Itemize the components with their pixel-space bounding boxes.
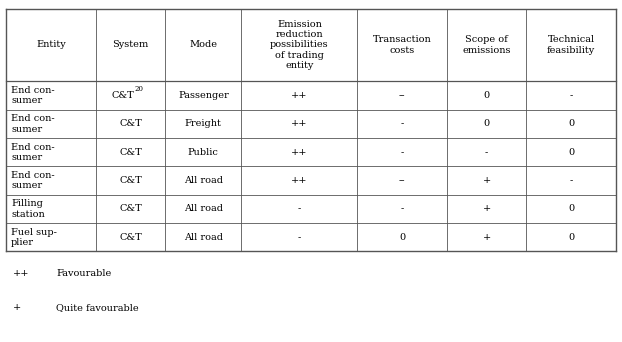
Text: +: + — [483, 176, 491, 185]
Text: 0: 0 — [483, 91, 490, 100]
Text: 0: 0 — [568, 205, 574, 213]
Text: Technical
feasibility: Technical feasibility — [547, 35, 595, 55]
Text: Public: Public — [188, 148, 219, 157]
Text: -: - — [485, 148, 488, 157]
Text: +: + — [483, 233, 491, 242]
Text: Scope of
emissions: Scope of emissions — [462, 35, 511, 55]
Text: +: + — [483, 205, 491, 213]
Text: ++: ++ — [291, 176, 308, 185]
Text: C&T: C&T — [119, 176, 142, 185]
Text: C&T: C&T — [119, 148, 142, 157]
Text: 20: 20 — [134, 85, 144, 93]
Text: C&T: C&T — [119, 119, 142, 128]
Text: Passenger: Passenger — [178, 91, 229, 100]
Text: --: -- — [399, 176, 406, 185]
Text: 0: 0 — [399, 233, 405, 242]
Text: ++: ++ — [291, 119, 308, 128]
Text: 0: 0 — [568, 119, 574, 128]
Text: Fuel sup-
plier: Fuel sup- plier — [11, 227, 57, 247]
Text: All road: All road — [184, 233, 223, 242]
Text: Mode: Mode — [189, 40, 217, 50]
Text: All road: All road — [184, 205, 223, 213]
Text: ++: ++ — [12, 269, 29, 278]
Text: --: -- — [399, 91, 406, 100]
Text: 0: 0 — [568, 233, 574, 242]
Text: -: - — [569, 91, 573, 100]
Text: All road: All road — [184, 176, 223, 185]
Text: ++: ++ — [291, 91, 308, 100]
Text: C&T: C&T — [119, 233, 142, 242]
Text: -: - — [401, 205, 404, 213]
Text: ++: ++ — [291, 148, 308, 157]
Text: -: - — [401, 119, 404, 128]
Text: Favourable: Favourable — [56, 269, 111, 278]
Text: -: - — [569, 176, 573, 185]
Text: C&T: C&T — [119, 205, 142, 213]
Text: Quite favourable: Quite favourable — [56, 303, 139, 312]
Text: Filling
station: Filling station — [11, 199, 45, 219]
Text: End con-
sumer: End con- sumer — [11, 86, 55, 105]
Text: C&T: C&T — [111, 91, 134, 100]
Text: End con-
sumer: End con- sumer — [11, 171, 55, 190]
Text: 0: 0 — [568, 148, 574, 157]
Text: -: - — [298, 233, 301, 242]
Text: Transaction
costs: Transaction costs — [373, 35, 432, 55]
Text: End con-
sumer: End con- sumer — [11, 143, 55, 162]
Text: 0: 0 — [483, 119, 490, 128]
Text: -: - — [401, 148, 404, 157]
Text: Entity: Entity — [36, 40, 66, 50]
Text: Emission
reduction
possibilities
of trading
entity: Emission reduction possibilities of trad… — [270, 20, 328, 70]
Text: -: - — [298, 205, 301, 213]
Text: System: System — [113, 40, 149, 50]
Text: +: + — [12, 303, 21, 312]
Text: End con-
sumer: End con- sumer — [11, 114, 55, 134]
Text: Freight: Freight — [185, 119, 222, 128]
